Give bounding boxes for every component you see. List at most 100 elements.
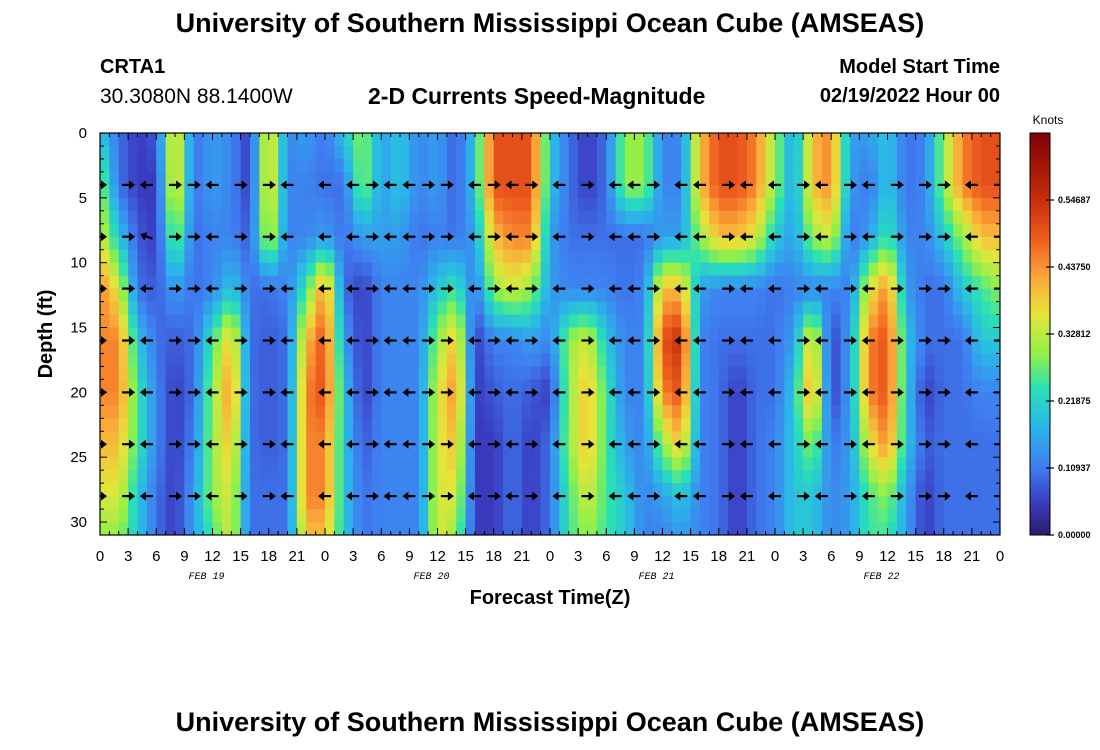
heatmap-cell [868,327,879,342]
heatmap-cell [250,314,260,329]
heatmap-cell [175,275,185,290]
heatmap-cell [446,262,457,277]
heatmap-cell [746,158,757,173]
current-arrow-head [468,180,474,190]
heatmap-cell [221,314,232,329]
heatmap-cell [859,158,870,173]
current-arrow-head [383,180,390,190]
heatmap-cell [896,184,907,199]
heatmap-cell [981,418,992,432]
heatmap-cell [137,340,148,355]
current-arrow [552,284,566,294]
heatmap-cell [803,301,814,316]
heatmap-cell [240,457,251,471]
heatmap-cell [953,353,964,368]
heatmap-cell [671,483,682,497]
heatmap-cell [793,288,804,303]
heatmap-cell [634,496,645,510]
heatmap-cell [878,405,889,419]
heatmap-cell [428,197,439,212]
heatmap-cell [437,262,448,277]
heatmap-cell [578,444,589,458]
heatmap-cell [990,158,1000,173]
current-arrow-head [241,284,248,294]
heatmap-cell [962,314,973,329]
heatmap-cell [550,522,560,535]
current-arrow-head [402,336,409,345]
heatmap-cell [943,327,954,342]
heatmap-cell [418,353,429,368]
current-arrow-head [693,232,699,242]
current-arrow [739,387,753,397]
current-arrow [262,439,276,449]
heatmap-cell [296,275,307,290]
heatmap-cell [278,353,289,368]
current-arrow [552,180,566,190]
heatmap-cell [737,470,748,484]
heatmap-cell [568,145,579,160]
heatmap-cell [109,366,120,380]
heatmap-cell [484,184,495,199]
current-arrow-head [693,336,699,345]
heatmap-cell [606,496,617,510]
heatmap-cell [971,483,982,497]
heatmap-cell [700,379,710,393]
heatmap-cell [550,133,560,147]
heatmap-cell [371,262,382,277]
heatmap-cell [240,275,251,290]
heatmap-cell [615,262,626,277]
heatmap-cell [343,457,354,471]
heatmap-cell [278,418,289,432]
heatmap-cell [568,431,579,445]
heatmap-cell [165,392,176,406]
heatmap-cell [728,171,739,186]
heatmap-cell [690,197,701,212]
heatmap-cell [306,171,317,186]
heatmap-cell [887,197,898,212]
current-arrow-head [588,284,595,294]
heatmap-cell [278,392,289,406]
heatmap-cell [859,522,870,535]
heatmap-cell [559,249,570,264]
heatmap-cell [278,470,289,484]
heatmap-cell [221,133,232,147]
heatmap-cell [128,522,139,535]
current-arrow-head [897,284,904,294]
heatmap-cell [568,418,579,432]
heatmap-cell [259,470,270,484]
current-arrow-head [139,387,146,397]
heatmap-cell [315,340,326,355]
heatmap-cell [840,275,851,290]
heatmap-cell [456,249,467,264]
heatmap-cell [943,470,954,484]
heatmap-cell [278,301,289,316]
heatmap-cell [371,418,382,432]
heatmap-cell [531,249,542,264]
heatmap-cell [812,431,823,445]
heatmap-cell [221,327,232,342]
heatmap-cell [512,301,523,316]
heatmap-cell [821,392,832,406]
heatmap-cell [821,288,832,303]
heatmap-cell [850,249,860,264]
heatmap-cell [540,444,551,458]
heatmap-cell [137,327,148,342]
heatmap-cell [137,288,148,303]
heatmap-cell [981,301,992,316]
heatmap-cell [803,314,814,329]
heatmap-cell [953,262,964,277]
heatmap-cell [812,405,823,419]
heatmap-cell [109,210,120,225]
heatmap-cell [671,366,682,380]
heatmap-cell [643,431,654,445]
heatmap-cell [203,249,214,264]
heatmap-cell [850,340,860,355]
heatmap-cell [184,210,195,225]
current-arrow-head [693,439,699,449]
heatmap-cell [165,457,176,471]
heatmap-cell [540,483,551,497]
heatmap-cell [165,327,176,342]
current-arrow [122,232,136,242]
heatmap-cell [128,158,139,173]
heatmap-cell [878,145,889,160]
